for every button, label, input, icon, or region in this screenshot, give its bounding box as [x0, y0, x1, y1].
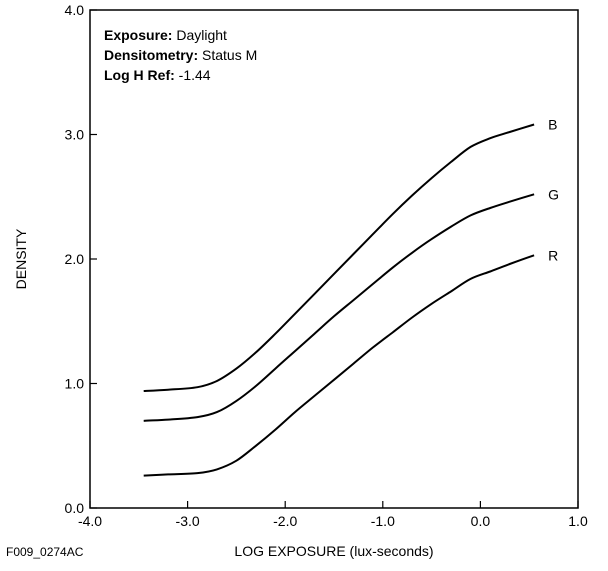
series-line-r: [143, 254, 535, 477]
series-label-r: R: [548, 247, 558, 263]
series-line-b: [143, 123, 535, 392]
plot-frame: [89, 9, 579, 509]
series-layer: B G R: [143, 117, 559, 477]
annotation-densitometry-key: Densitometry:: [104, 47, 198, 63]
annotation-log-h-ref: Log H Ref: -1.44: [104, 67, 211, 83]
x-axis-title: LOG EXPOSURE (lux-seconds): [234, 543, 433, 559]
figure-id: F009_0274AC: [6, 545, 84, 559]
annotation-log-h-ref-key: Log H Ref:: [104, 67, 175, 83]
annotation-block: Exposure: Daylight Densitometry: Status …: [104, 27, 257, 83]
y-tick-label: 2.0: [65, 251, 85, 267]
annotation-exposure-key: Exposure:: [104, 27, 172, 43]
y-tick-label: 0.0: [65, 500, 85, 516]
x-axis: -4.0 -3.0 -2.0 -1.0 0.0 1.0: [78, 501, 588, 529]
annotation-exposure-value: Daylight: [176, 27, 227, 43]
series-line-g: [143, 193, 535, 422]
series-label-g: G: [548, 186, 559, 202]
series-label-b: B: [548, 117, 557, 133]
x-tick-label: 0.0: [471, 513, 491, 529]
y-tick-label: 1.0: [65, 376, 85, 392]
annotation-exposure: Exposure: Daylight: [104, 27, 227, 43]
annotation-densitometry-value: Status M: [202, 47, 257, 63]
x-tick-label: -3.0: [176, 513, 200, 529]
annotation-densitometry: Densitometry: Status M: [104, 47, 257, 63]
y-tick-label: 3.0: [65, 127, 85, 143]
x-tick-label: -1.0: [371, 513, 395, 529]
y-tick-label: 4.0: [65, 2, 85, 18]
y-axis-title: DENSITY: [13, 228, 29, 289]
x-tick-label: -4.0: [78, 513, 102, 529]
x-tick-label: -2.0: [273, 513, 297, 529]
x-tick-label: 1.0: [568, 513, 588, 529]
y-axis: 0.0 1.0 2.0 3.0 4.0: [65, 2, 97, 516]
annotation-log-h-ref-value: -1.44: [179, 67, 211, 83]
